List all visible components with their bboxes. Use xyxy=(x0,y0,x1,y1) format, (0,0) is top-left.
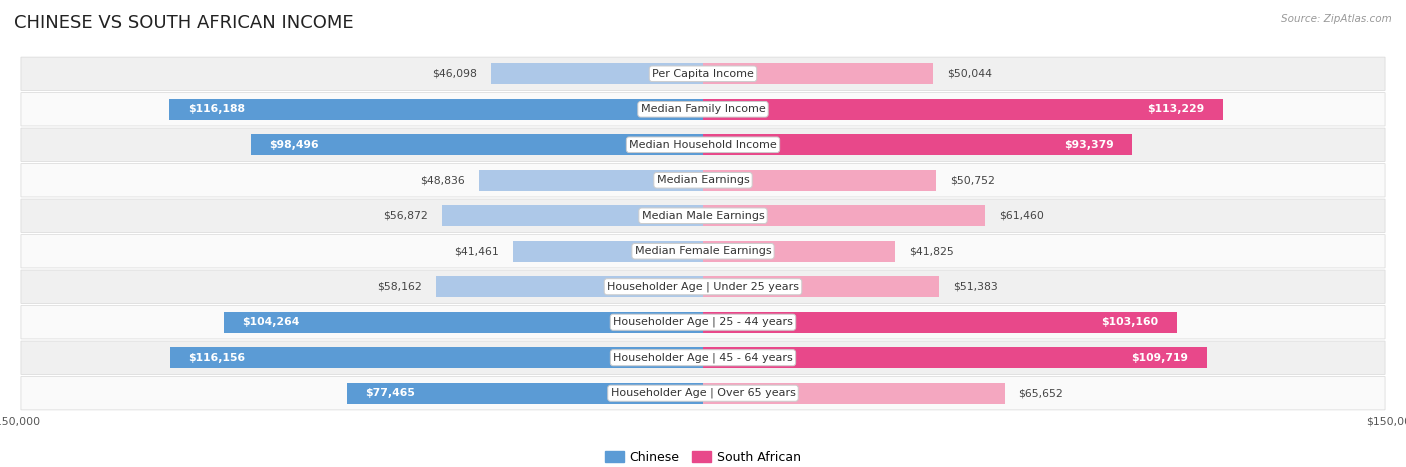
FancyBboxPatch shape xyxy=(21,234,1385,268)
FancyBboxPatch shape xyxy=(21,341,1385,375)
Text: $104,264: $104,264 xyxy=(242,317,299,327)
Text: $113,229: $113,229 xyxy=(1147,104,1205,114)
Text: Householder Age | Over 65 years: Householder Age | Over 65 years xyxy=(610,388,796,398)
Text: Median Earnings: Median Earnings xyxy=(657,175,749,185)
Text: $56,872: $56,872 xyxy=(384,211,427,221)
Text: $58,162: $58,162 xyxy=(377,282,422,292)
FancyBboxPatch shape xyxy=(21,163,1385,197)
FancyBboxPatch shape xyxy=(21,305,1385,339)
Bar xyxy=(170,347,703,368)
Bar xyxy=(703,347,1206,368)
Text: Median Household Income: Median Household Income xyxy=(628,140,778,150)
Bar xyxy=(224,312,703,333)
Text: $41,461: $41,461 xyxy=(454,246,499,256)
Text: $98,496: $98,496 xyxy=(269,140,319,150)
Bar xyxy=(513,241,703,262)
Text: CHINESE VS SOUTH AFRICAN INCOME: CHINESE VS SOUTH AFRICAN INCOME xyxy=(14,14,354,32)
Text: $93,379: $93,379 xyxy=(1064,140,1114,150)
Text: $116,188: $116,188 xyxy=(188,104,245,114)
Bar xyxy=(703,99,1223,120)
FancyBboxPatch shape xyxy=(21,376,1385,410)
Text: $116,156: $116,156 xyxy=(188,353,245,363)
Bar xyxy=(491,64,703,84)
Bar xyxy=(169,99,703,120)
Text: $50,044: $50,044 xyxy=(946,69,991,79)
Bar xyxy=(703,64,932,84)
Legend: Chinese, South African: Chinese, South African xyxy=(600,446,806,467)
Text: $41,825: $41,825 xyxy=(908,246,953,256)
Text: Median Female Earnings: Median Female Earnings xyxy=(634,246,772,256)
Text: $51,383: $51,383 xyxy=(953,282,997,292)
Text: Per Capita Income: Per Capita Income xyxy=(652,69,754,79)
FancyBboxPatch shape xyxy=(21,270,1385,304)
FancyBboxPatch shape xyxy=(21,128,1385,162)
Bar xyxy=(478,170,703,191)
FancyBboxPatch shape xyxy=(21,199,1385,233)
Text: Householder Age | 45 - 64 years: Householder Age | 45 - 64 years xyxy=(613,353,793,363)
Text: $50,752: $50,752 xyxy=(950,175,995,185)
Bar xyxy=(347,383,703,403)
Text: Median Male Earnings: Median Male Earnings xyxy=(641,211,765,221)
Text: $61,460: $61,460 xyxy=(1000,211,1043,221)
Bar xyxy=(436,276,703,297)
Bar xyxy=(703,383,1004,403)
Text: $65,652: $65,652 xyxy=(1018,388,1063,398)
Bar xyxy=(703,134,1132,155)
FancyBboxPatch shape xyxy=(21,57,1385,91)
Text: $48,836: $48,836 xyxy=(420,175,465,185)
Bar xyxy=(703,241,896,262)
Text: $103,160: $103,160 xyxy=(1101,317,1159,327)
Bar xyxy=(250,134,703,155)
Bar xyxy=(703,312,1177,333)
Text: Householder Age | 25 - 44 years: Householder Age | 25 - 44 years xyxy=(613,317,793,327)
Bar xyxy=(703,205,986,226)
Text: $77,465: $77,465 xyxy=(366,388,415,398)
Bar xyxy=(703,276,939,297)
Text: Median Family Income: Median Family Income xyxy=(641,104,765,114)
Bar xyxy=(703,170,936,191)
Text: Source: ZipAtlas.com: Source: ZipAtlas.com xyxy=(1281,14,1392,24)
Text: Householder Age | Under 25 years: Householder Age | Under 25 years xyxy=(607,282,799,292)
Text: $109,719: $109,719 xyxy=(1132,353,1188,363)
FancyBboxPatch shape xyxy=(21,92,1385,126)
Text: $46,098: $46,098 xyxy=(433,69,478,79)
Bar xyxy=(441,205,703,226)
